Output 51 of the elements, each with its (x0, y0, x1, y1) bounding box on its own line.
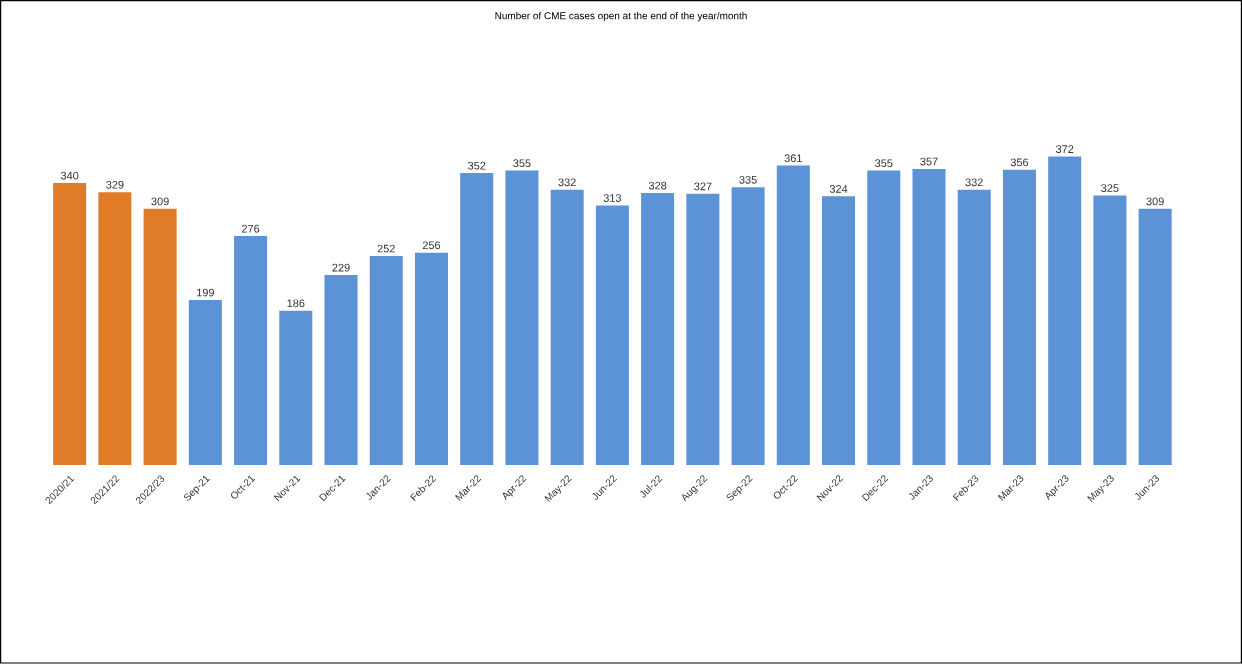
bar (143, 208, 177, 466)
data-label: 324 (829, 185, 848, 193)
data-label: 361 (784, 154, 802, 163)
bar (957, 189, 991, 466)
bar (822, 196, 856, 466)
bar (912, 169, 946, 466)
bar (1093, 195, 1127, 466)
data-label: 327 (694, 182, 712, 191)
chart-title: Number of CME cases open at the end of the year/month (495, 12, 747, 22)
data-label: 229 (332, 263, 350, 272)
bar (867, 170, 901, 466)
bar (1048, 156, 1082, 466)
data-label: 355 (875, 159, 893, 168)
data-label: 372 (1055, 145, 1074, 154)
data-label: 332 (965, 178, 983, 187)
data-label: 329 (106, 181, 124, 189)
data-label: 328 (648, 181, 667, 190)
data-label: 356 (1010, 158, 1029, 167)
bar (595, 205, 629, 466)
bar (686, 194, 720, 466)
data-label: 332 (558, 178, 576, 187)
bar (460, 173, 494, 466)
bar (414, 252, 448, 466)
data-label: 199 (197, 288, 214, 297)
data-label: 340 (60, 171, 79, 180)
bar (1002, 169, 1036, 466)
data-label: 352 (467, 162, 486, 170)
bar (234, 236, 268, 466)
bar (324, 275, 358, 466)
bar (776, 165, 810, 466)
bar (550, 189, 584, 466)
data-label: 309 (1146, 197, 1164, 206)
bar (731, 187, 765, 466)
bar (641, 193, 675, 466)
data-label: 186 (287, 299, 305, 308)
data-label: 276 (241, 225, 260, 233)
bar (505, 170, 539, 466)
data-label: 309 (151, 197, 169, 206)
bar (369, 256, 403, 466)
data-label: 355 (513, 159, 531, 168)
bar (98, 192, 132, 466)
data-label: 357 (920, 157, 938, 166)
bar (188, 300, 222, 466)
bar (53, 183, 87, 466)
data-label: 335 (739, 176, 757, 184)
bar (279, 310, 313, 466)
data-label: 325 (1101, 184, 1119, 193)
data-label: 252 (377, 244, 395, 253)
bar (1138, 208, 1172, 466)
data-label: 313 (603, 194, 622, 203)
data-label: 256 (422, 241, 441, 250)
